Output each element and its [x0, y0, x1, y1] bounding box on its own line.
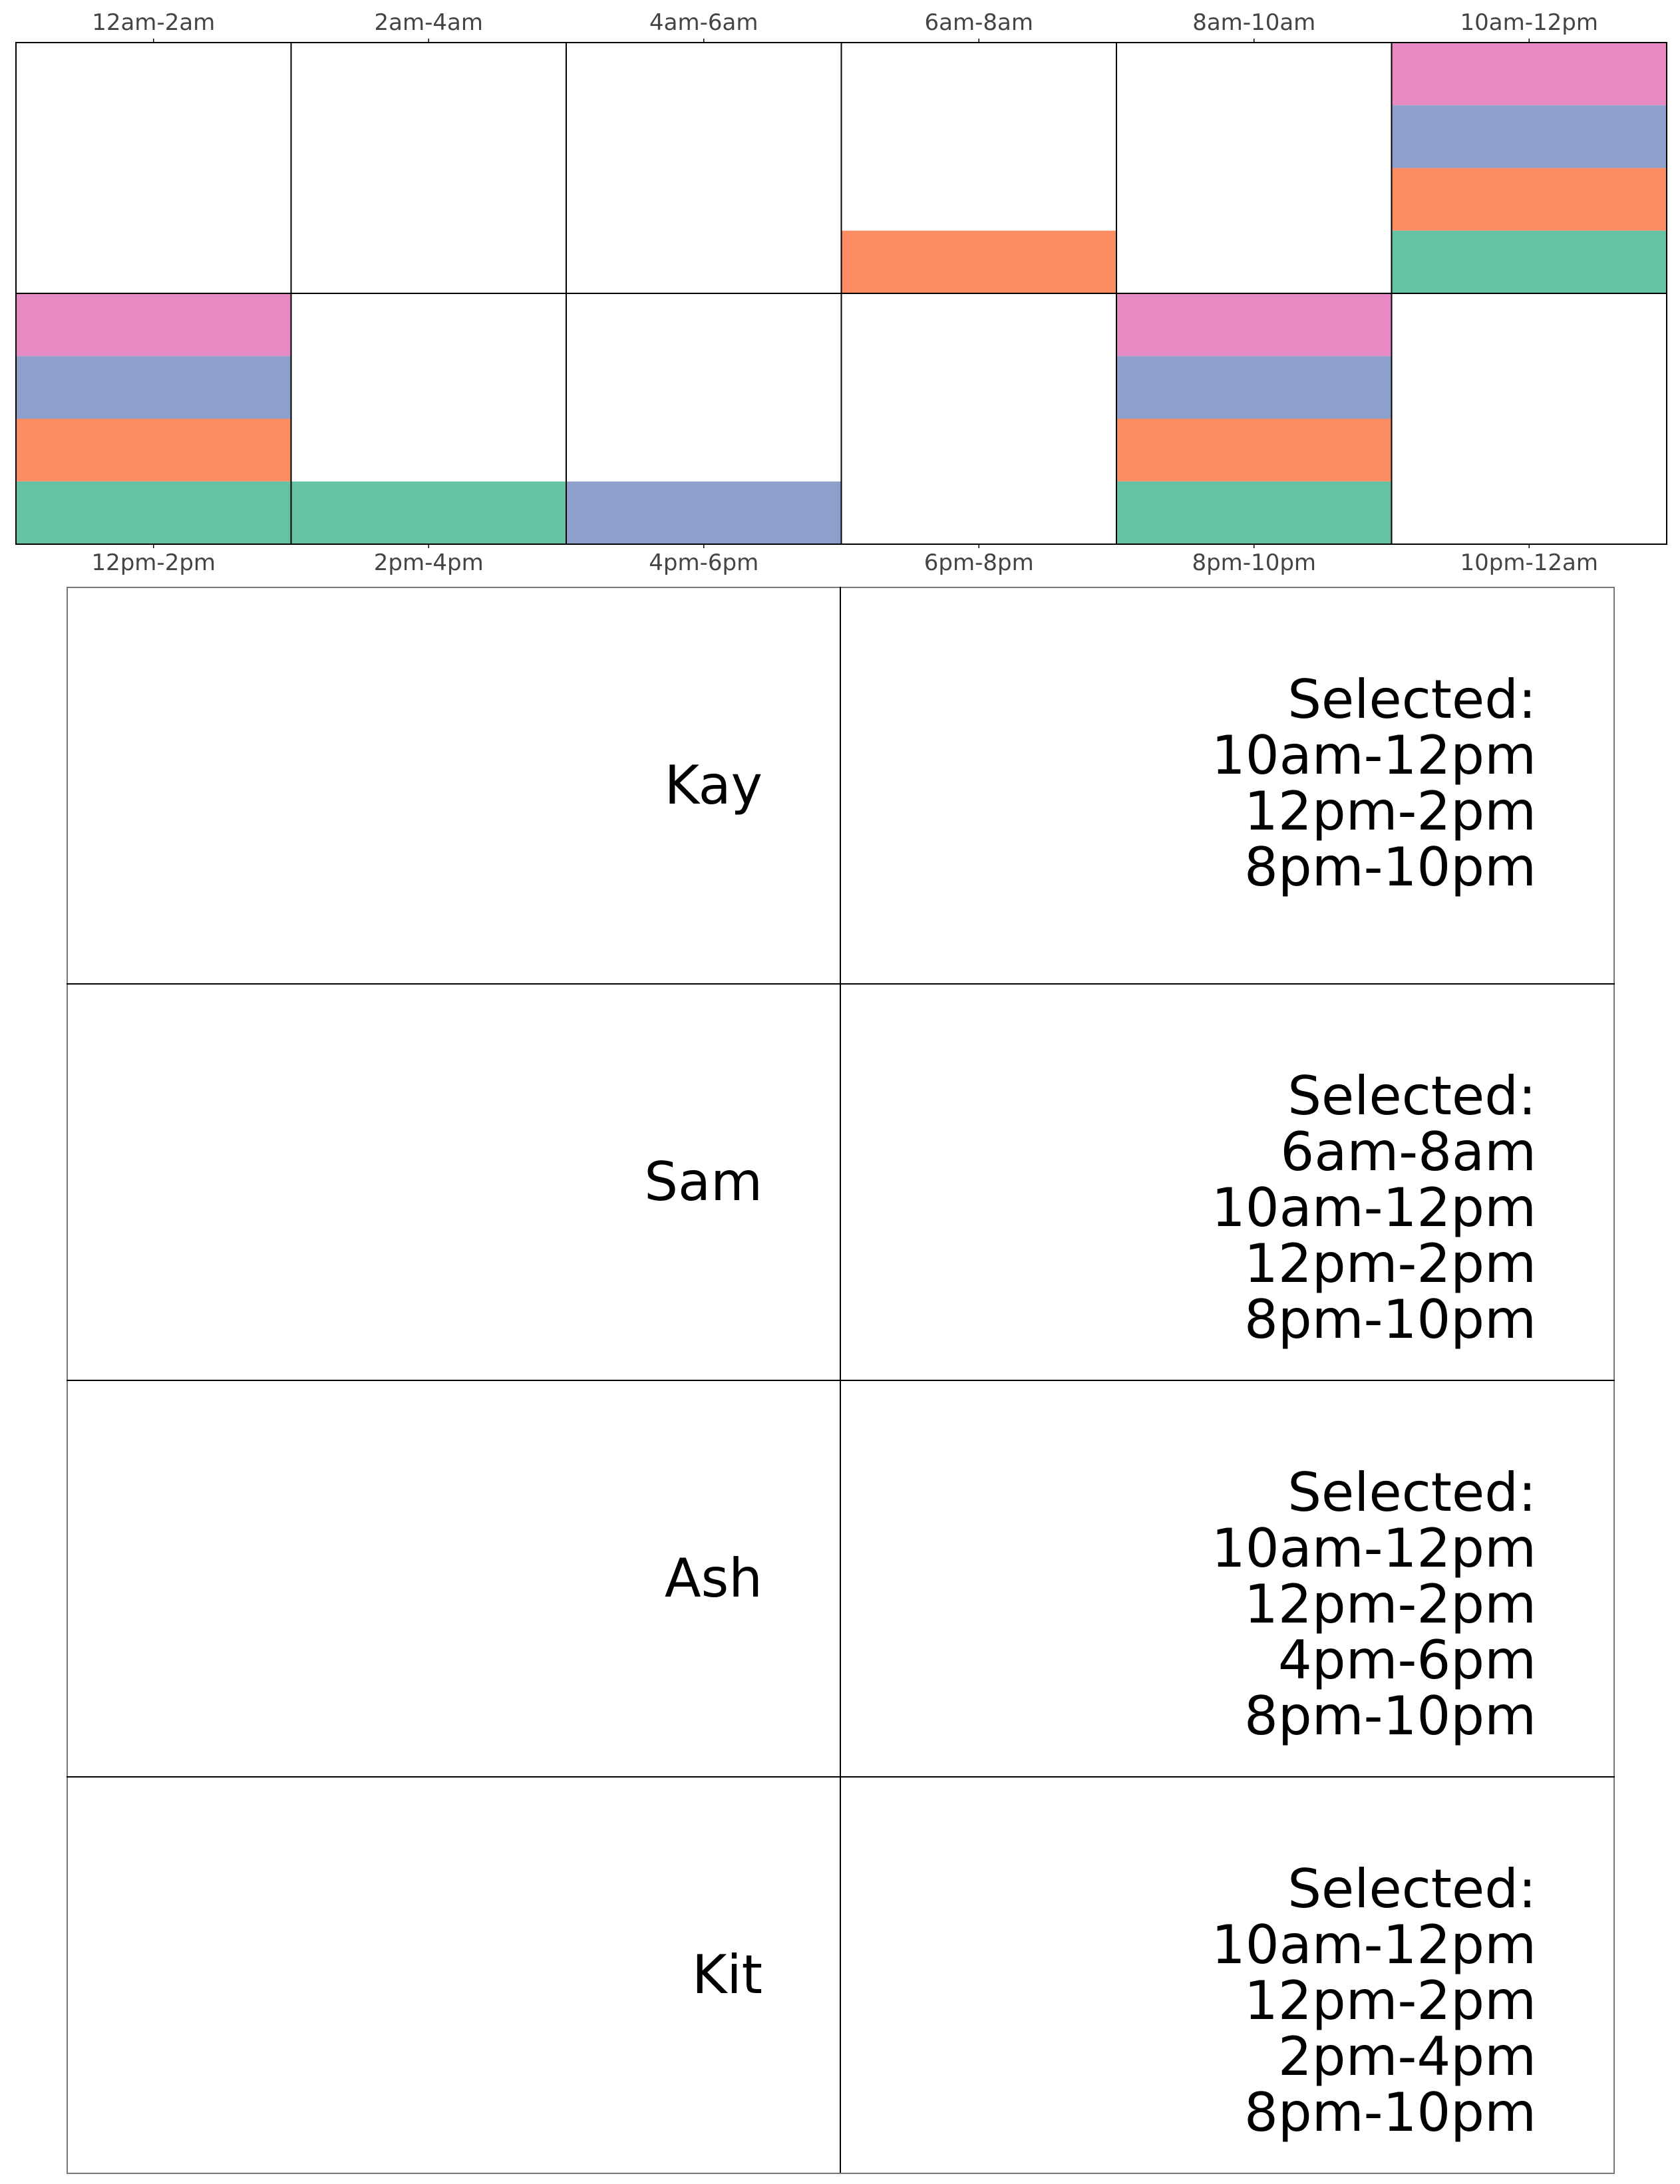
- grid-labels: 12am-2am 2am-4am 4am-6am 6am-8am 8am-10am 10a…: [91, 9, 1598, 576]
- time-slot-cell-6pm-8pm[interactable]: [840, 293, 1117, 545]
- time-slot-label: 8am-10am: [1192, 9, 1315, 36]
- selected-slot: 4pm-6pm: [1277, 1629, 1536, 1691]
- person-name: Kay: [664, 754, 762, 816]
- selected-heading: Selected:: [1287, 1065, 1536, 1127]
- time-slot-cell-12am-2am[interactable]: [15, 42, 292, 294]
- person-row: Kay Selected: 10am-12pm 12pm-2pm 8pm-10p…: [67, 587, 1615, 985]
- selected-heading: Selected:: [1287, 1462, 1536, 1523]
- time-slot-cell-4am-6am[interactable]: [566, 42, 842, 294]
- selection-band-ash-10am-12pm: [1391, 105, 1667, 168]
- selected-heading: Selected:: [1287, 1858, 1536, 1920]
- time-slot-label: 10am-12pm: [1460, 9, 1598, 36]
- schedule-grid: 12am-2am 2am-4am 4am-6am 6am-8am 8am-10am 10a…: [15, 9, 1667, 576]
- person-name: Ash: [664, 1547, 762, 1609]
- selected-slot: 8pm-10pm: [1244, 2082, 1536, 2143]
- selected-slot: 12pm-2pm: [1244, 1573, 1536, 1635]
- selected-slot: 8pm-10pm: [1244, 1685, 1536, 1747]
- time-slot-cell-10am-12pm[interactable]: [1391, 42, 1667, 294]
- person-name-cell[interactable]: Kay: [67, 587, 841, 985]
- person-row: Ash Selected: 10am-12pm 12pm-2pm 4pm-6pm…: [67, 1380, 1615, 1778]
- selected-slot: 10am-12pm: [1211, 724, 1536, 786]
- time-slot-cell-6am-8am[interactable]: [840, 42, 1117, 294]
- grid-ticks: [153, 39, 1530, 548]
- selected-heading: Selected:: [1287, 669, 1536, 730]
- grid-bands: [16, 43, 1667, 544]
- grid-cells: [15, 42, 1667, 545]
- selection-band-sam-8pm-10pm: [1116, 418, 1392, 482]
- time-slot-cell-8am-10am[interactable]: [1116, 42, 1393, 294]
- person-name-cell[interactable]: Ash: [67, 1380, 841, 1778]
- selection-band-kit-2pm-4pm: [291, 481, 566, 544]
- selection-band-ash-8pm-10pm: [1116, 356, 1392, 419]
- person-name-cell[interactable]: Sam: [67, 983, 841, 1381]
- time-slot-cell-10pm-12am[interactable]: [1391, 293, 1667, 545]
- selected-slot: 12pm-2pm: [1244, 1233, 1536, 1295]
- selection-band-kit-8pm-10pm: [1116, 481, 1392, 544]
- selection-band-ash-12pm-2pm: [16, 356, 291, 419]
- time-slot-label: 6pm-8pm: [924, 549, 1034, 576]
- person-name: Sam: [644, 1151, 762, 1213]
- time-slot-label: 4pm-6pm: [649, 549, 758, 576]
- people-table: Kay Selected: 10am-12pm 12pm-2pm 8pm-10p…: [67, 587, 1615, 2174]
- time-slot-label: 2pm-4pm: [374, 549, 484, 576]
- person-row: Kit Selected: 10am-12pm 12pm-2pm 2pm-4pm…: [67, 1776, 1615, 2174]
- person-selection-cell: Selected: 6am-8am 10am-12pm 12pm-2pm 8pm…: [840, 983, 1615, 1381]
- time-slot-cell-8pm-10pm[interactable]: [1116, 293, 1393, 545]
- selection-band-kay-8pm-10pm: [1116, 293, 1392, 357]
- selection-band-sam-12pm-2pm: [16, 418, 291, 482]
- selection-band-kay-10am-12pm: [1391, 43, 1667, 106]
- time-slot-cell-12pm-2pm[interactable]: [15, 293, 292, 545]
- selection-band-sam-6am-8am: [841, 230, 1116, 293]
- time-slot-label: 4am-6am: [649, 9, 758, 36]
- time-slot-label: 10pm-12am: [1460, 549, 1598, 576]
- selection-band-kit-12pm-2pm: [16, 481, 291, 544]
- selected-slot: 10am-12pm: [1211, 1517, 1536, 1579]
- selected-slot: 8pm-10pm: [1244, 836, 1536, 898]
- selection-band-kay-12pm-2pm: [16, 293, 291, 357]
- time-slot-label: 12am-2am: [92, 9, 215, 36]
- person-selection-cell: Selected: 10am-12pm 12pm-2pm 2pm-4pm 8pm…: [840, 1776, 1615, 2174]
- time-slot-cell-2am-4am[interactable]: [290, 42, 567, 294]
- selection-band-sam-10am-12pm: [1391, 168, 1667, 231]
- selected-slot: 8pm-10pm: [1244, 1289, 1536, 1350]
- selected-slot: 12pm-2pm: [1244, 780, 1536, 842]
- person-selection-cell: Selected: 10am-12pm 12pm-2pm 4pm-6pm 8pm…: [840, 1380, 1615, 1778]
- person-name-cell[interactable]: Kit: [67, 1776, 841, 2174]
- selected-slot: 10am-12pm: [1211, 1914, 1536, 1976]
- time-slot-label: 12pm-2pm: [91, 549, 216, 576]
- time-slot-cell-4pm-6pm[interactable]: [566, 293, 842, 545]
- time-slot-cell-2pm-4pm[interactable]: [290, 293, 567, 545]
- selection-band-ash-4pm-6pm: [566, 481, 842, 544]
- time-slot-label: 8pm-10pm: [1192, 549, 1316, 576]
- people-list: Kay Selected: 10am-12pm 12pm-2pm 8pm-10p…: [67, 587, 1615, 2174]
- selected-slot: 2pm-4pm: [1277, 2026, 1536, 2088]
- selected-slot: 12pm-2pm: [1244, 1970, 1536, 2032]
- time-slot-label: 6am-8am: [925, 9, 1033, 36]
- person-row: Sam Selected: 6am-8am 10am-12pm 12pm-2pm…: [67, 983, 1615, 1381]
- person-name: Kit: [691, 1944, 762, 2006]
- selection-band-kit-10am-12pm: [1391, 230, 1667, 293]
- selected-slot: 6am-8am: [1280, 1121, 1536, 1183]
- time-slot-label: 2am-4am: [375, 9, 483, 36]
- person-selection-cell: Selected: 10am-12pm 12pm-2pm 8pm-10pm: [840, 587, 1615, 985]
- selected-slot: 10am-12pm: [1211, 1177, 1536, 1239]
